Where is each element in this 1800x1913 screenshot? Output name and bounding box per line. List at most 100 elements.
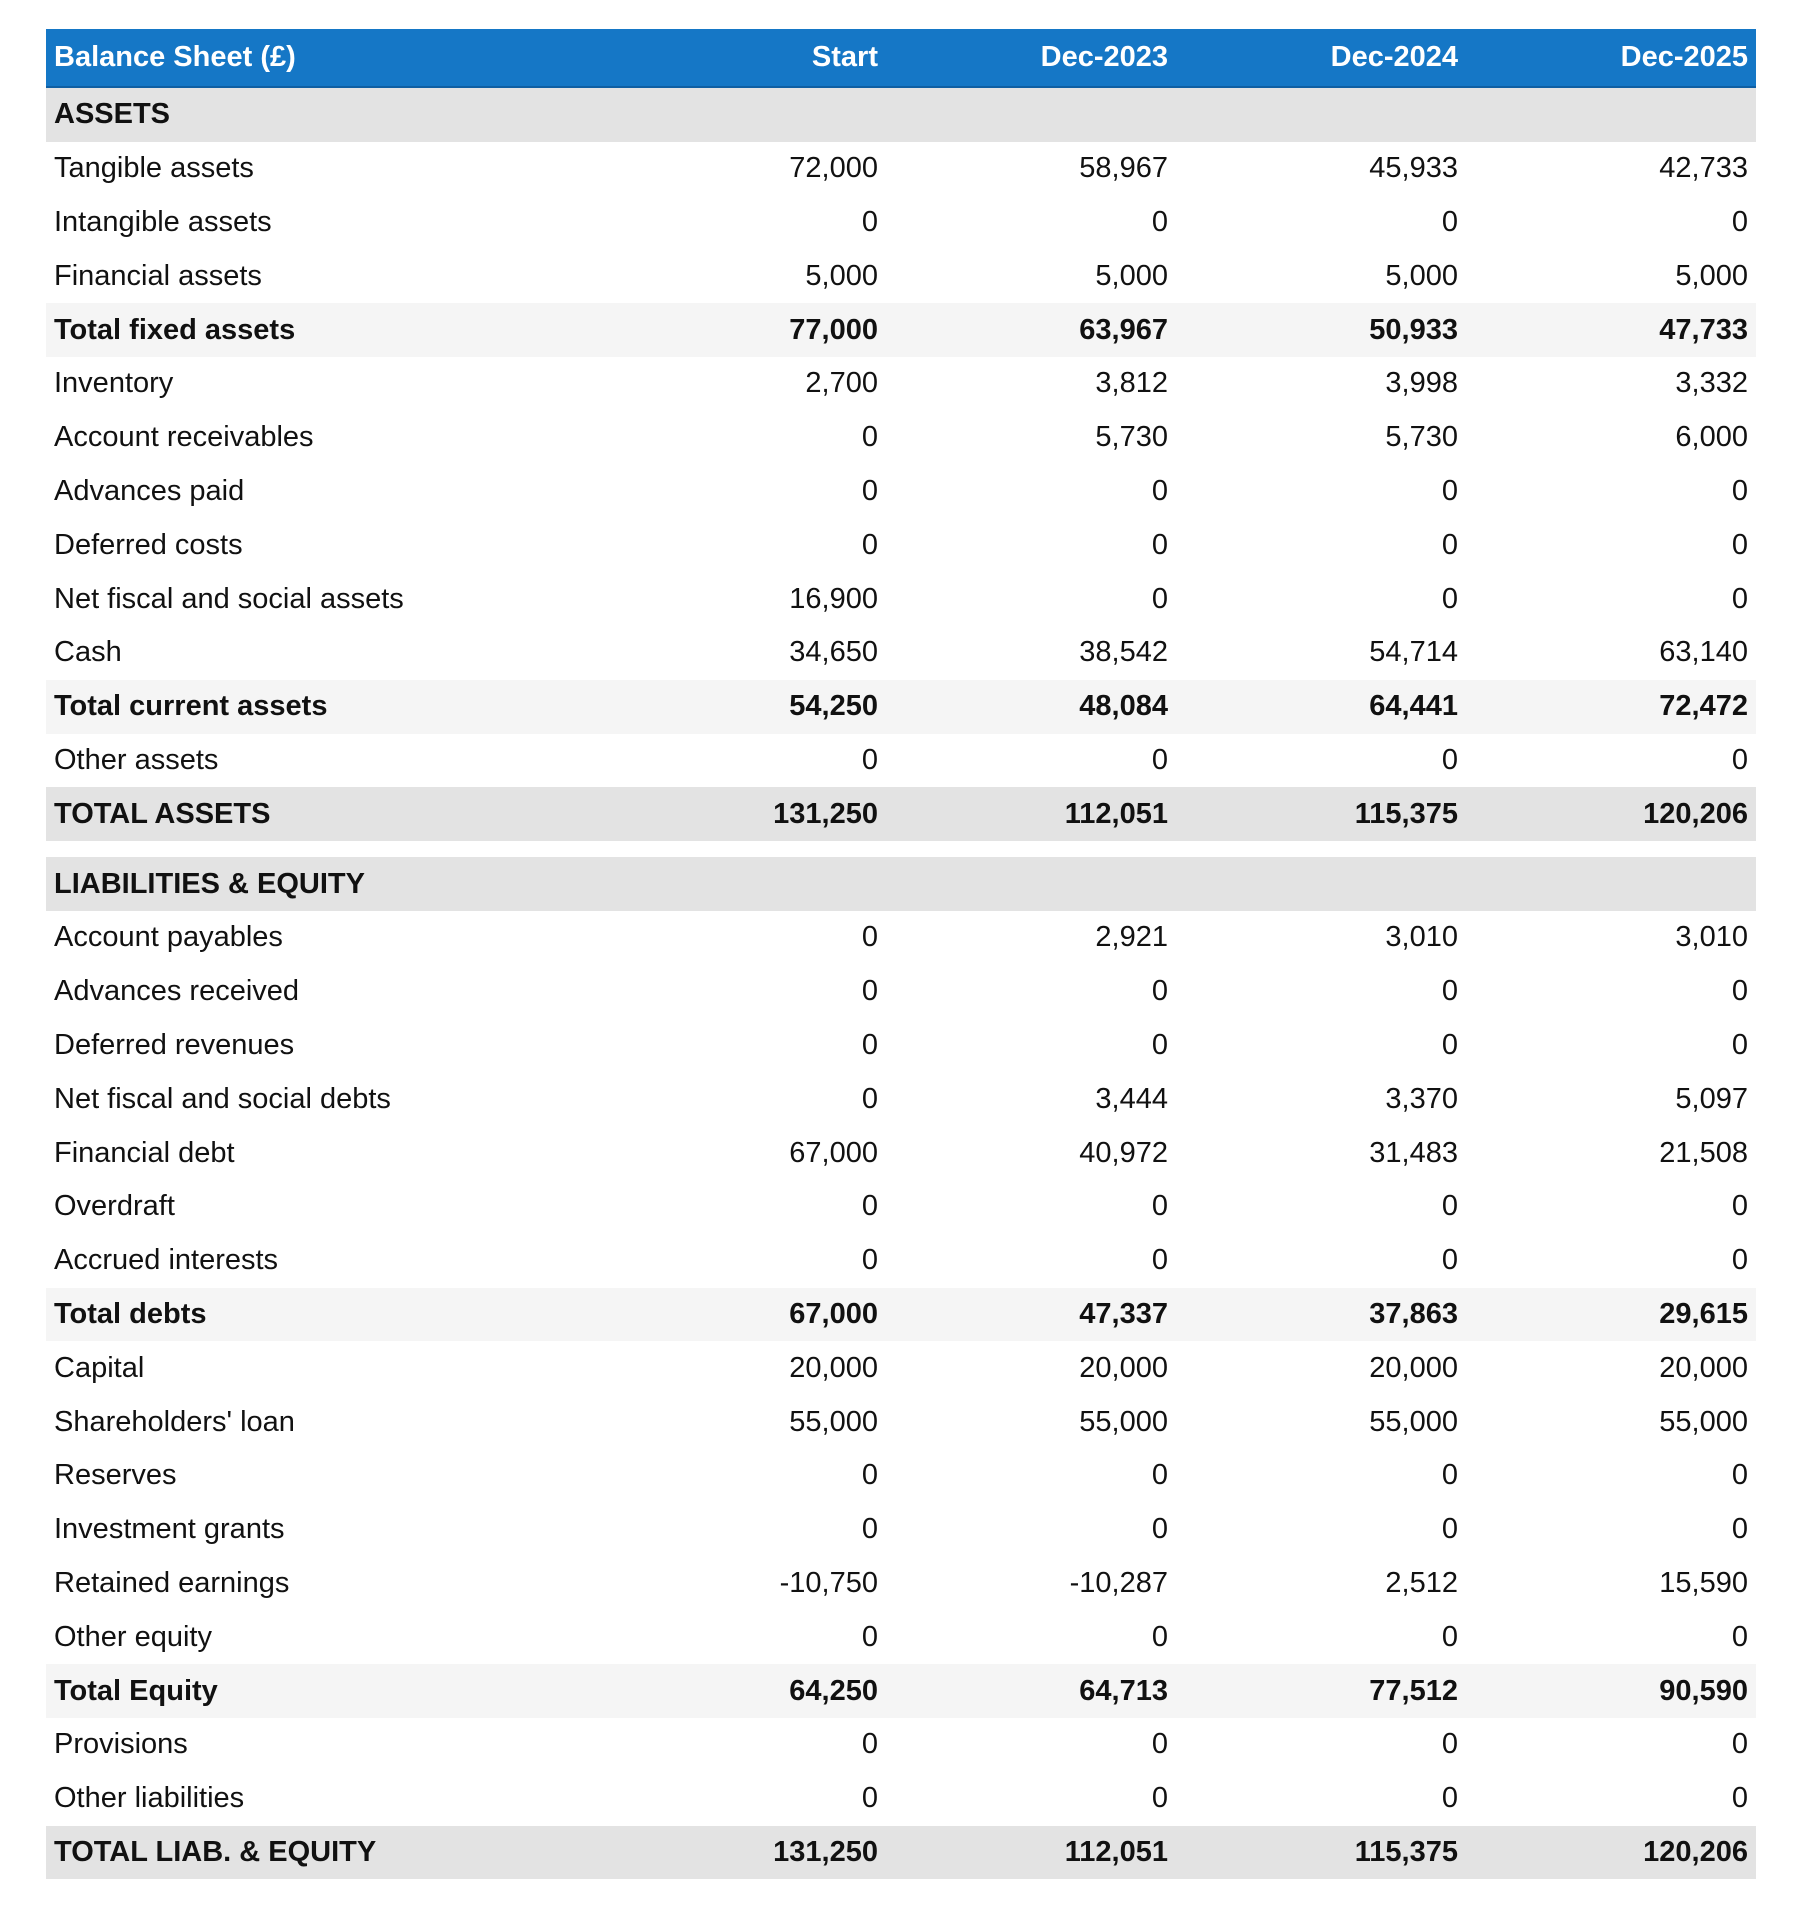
section-spacer	[46, 841, 1756, 857]
cell-value: 0	[861, 1620, 878, 1653]
row-label: Total fixed assets	[54, 313, 296, 346]
table-row: Inventory 2,700 3,812 3,998 3,332	[46, 357, 1756, 411]
table-row: Deferred revenues 0 0 0 0	[46, 1019, 1756, 1073]
cell-value: 20,000	[1369, 1351, 1458, 1384]
cell-value: 47,733	[1659, 313, 1748, 346]
cell-value: 55,000	[1369, 1405, 1458, 1438]
cell-value: 0	[861, 743, 878, 776]
row-label: Other assets	[54, 743, 219, 776]
cell-value: 0	[1731, 474, 1748, 507]
cell-value: 20,000	[789, 1351, 878, 1384]
cell-value: 5,730	[1385, 421, 1458, 454]
subtotal-row: Total debts 67,000 47,337 37,863 29,615	[46, 1287, 1756, 1342]
row-label: Overdraft	[54, 1190, 175, 1223]
cell-value: -10,287	[1069, 1566, 1168, 1599]
cell-value: 21,508	[1659, 1136, 1748, 1169]
cell-value: 0	[1441, 1028, 1458, 1061]
cell-value: 0	[1441, 582, 1458, 615]
cell-value: 0	[1151, 1028, 1168, 1061]
cell-value: 0	[1151, 528, 1168, 561]
cell-value: 3,010	[1385, 921, 1458, 954]
cell-value: 131,250	[773, 1835, 878, 1868]
cell-value: 0	[861, 474, 878, 507]
section-header-row: LIABILITIES & EQUITY	[46, 857, 1756, 911]
table-row: Financial assets 5,000 5,000 5,000 5,000	[46, 249, 1756, 303]
cell-value: 3,370	[1385, 1082, 1458, 1115]
cell-value: 67,000	[789, 1136, 878, 1169]
row-label: Intangible assets	[54, 205, 272, 238]
table-row: Account receivables 0 5,730 5,730 6,000	[46, 411, 1756, 465]
cell-value: 120,206	[1643, 1835, 1748, 1868]
table-row: Capital 20,000 20,000 20,000 20,000	[46, 1341, 1756, 1395]
total-row: TOTAL ASSETS 131,250 112,051 115,375 120,206	[46, 787, 1756, 842]
table-row: Net fiscal and social debts 0 3,444 3,370 5,…	[46, 1072, 1756, 1126]
cell-value: 0	[1441, 1782, 1458, 1815]
column-header-dec-2024: Dec-2024	[1330, 41, 1458, 73]
row-label: ASSETS	[54, 98, 171, 131]
row-label: Accrued interests	[54, 1244, 279, 1277]
total-row: TOTAL LIAB. & EQUITY 131,250 112,051 115,37…	[46, 1825, 1756, 1880]
cell-value: 0	[1731, 205, 1748, 238]
cell-value: 15,590	[1659, 1566, 1748, 1599]
cell-value: 0	[1151, 205, 1168, 238]
cell-value: 0	[1441, 1459, 1458, 1492]
table-row: Advances received 0 0 0 0	[46, 965, 1756, 1019]
cell-value: 77,512	[1369, 1674, 1458, 1707]
balance-sheet-table: Balance Sheet (£) Start Dec-2023 Dec-202…	[46, 29, 1756, 1880]
cell-value: 0	[1441, 1728, 1458, 1761]
row-label: Retained earnings	[54, 1566, 290, 1599]
cell-value: 0	[1441, 743, 1458, 776]
cell-value: 0	[861, 1082, 878, 1115]
cell-value: 48,084	[1079, 690, 1168, 723]
row-label: Investment grants	[54, 1513, 285, 1546]
cell-value: 0	[861, 205, 878, 238]
cell-value: 0	[1731, 528, 1748, 561]
row-label: Financial debt	[54, 1136, 235, 1169]
cell-value: 5,097	[1675, 1082, 1748, 1115]
row-label: Total Equity	[54, 1674, 218, 1707]
cell-value: 72,000	[789, 152, 878, 185]
cell-value: 3,812	[1095, 367, 1168, 400]
cell-value: 115,375	[1354, 797, 1458, 830]
table-row: Shareholders' loan 55,000 55,000 55,000 55,0…	[46, 1395, 1756, 1449]
row-label: Advances received	[54, 975, 300, 1008]
cell-value: 37,863	[1369, 1297, 1458, 1330]
cell-value: 2,700	[805, 367, 878, 400]
cell-value: 38,542	[1079, 636, 1168, 669]
row-label: Other liabilities	[54, 1782, 245, 1815]
cell-value: 3,444	[1095, 1082, 1168, 1115]
cell-value: 0	[1731, 582, 1748, 615]
cell-value: 0	[861, 1459, 878, 1492]
table-row: Advances paid 0 0 0 0	[46, 465, 1756, 519]
cell-value: 0	[1731, 743, 1748, 776]
table-row: Deferred costs 0 0 0 0	[46, 518, 1756, 572]
cell-value: 31,483	[1369, 1136, 1458, 1169]
row-label: Account payables	[54, 921, 283, 954]
table-body: ASSETS Tangible assets 72,000 58,967 45,933 4…	[46, 88, 1756, 1880]
cell-value: 0	[1441, 975, 1458, 1008]
subtotal-row: Total fixed assets 77,000 63,967 50,933 47,7…	[46, 303, 1756, 357]
cell-value: 0	[861, 975, 878, 1008]
table-row: Intangible assets 0 0 0 0	[46, 196, 1756, 250]
cell-value: 120,206	[1643, 797, 1748, 830]
cell-value: -10,750	[779, 1566, 878, 1599]
cell-value: 112,051	[1064, 1835, 1168, 1868]
cell-value: 63,140	[1659, 636, 1748, 669]
table-row: Tangible assets 72,000 58,967 45,933 42,733	[46, 142, 1756, 196]
cell-value: 0	[861, 1513, 878, 1546]
table-row: Other liabilities 0 0 0 0	[46, 1772, 1756, 1826]
cell-value: 0	[1441, 205, 1458, 238]
cell-value: 0	[1731, 1728, 1748, 1761]
row-label: Capital	[54, 1351, 145, 1384]
cell-value: 0	[1731, 1028, 1748, 1061]
column-header-dec-2023: Dec-2023	[1040, 41, 1168, 73]
cell-value: 0	[1731, 1244, 1748, 1277]
row-label: Deferred costs	[54, 528, 243, 561]
row-label: Other equity	[54, 1620, 212, 1653]
cell-value: 0	[1731, 1782, 1748, 1815]
cell-value: 3,998	[1385, 367, 1458, 400]
cell-value: 5,000	[1095, 259, 1168, 292]
cell-value: 55,000	[1079, 1405, 1168, 1438]
table-row: Account payables 0 2,921 3,010 3,010	[46, 911, 1756, 965]
cell-value: 58,967	[1079, 152, 1168, 185]
